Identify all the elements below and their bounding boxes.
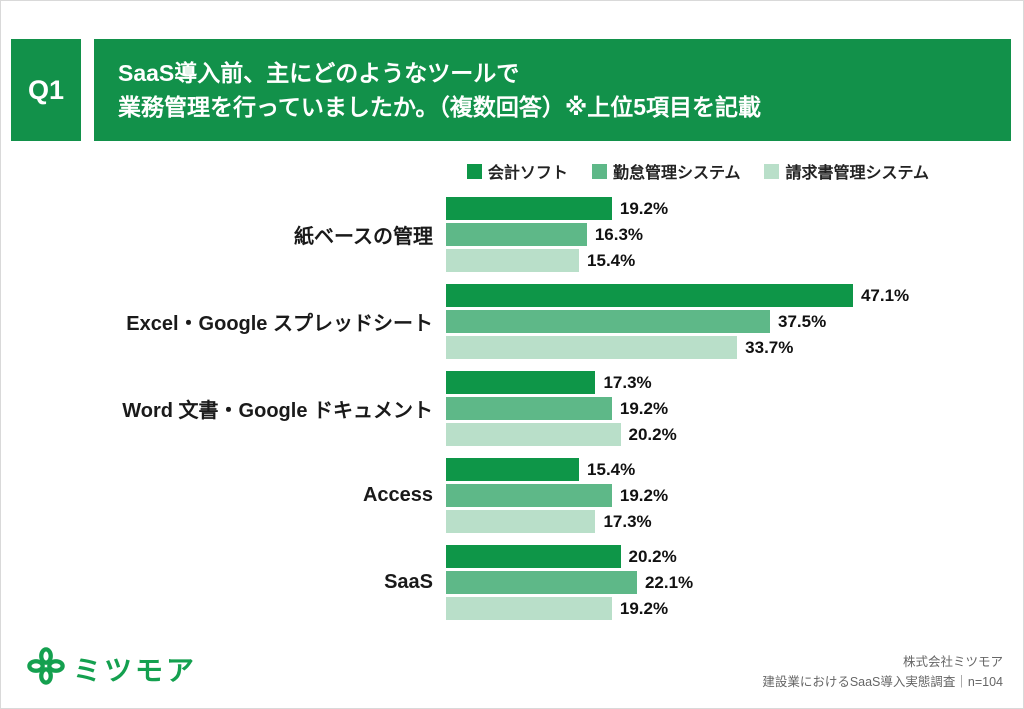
- bar: [446, 197, 612, 220]
- bar: [446, 223, 587, 246]
- bar-chart: 紙ベースの管理 19.2% 16.3% 15.4% Excel・Google スプレッド…: [1, 197, 1023, 620]
- bar-line: 20.2%: [446, 545, 693, 568]
- legend-swatch-icon: [466, 163, 482, 179]
- legend-label: 請求書管理システム: [785, 165, 929, 182]
- header: Q1 SaaS導入前、主にどのようなツールで 業務管理を行っていましたか。（複数…: [11, 39, 1011, 141]
- bar: [446, 458, 580, 481]
- bar-line: 16.3%: [446, 223, 668, 246]
- bar-line: 19.2%: [446, 484, 668, 507]
- clover-flower-icon: [27, 647, 65, 690]
- legend-label: 会計ソフト: [487, 165, 568, 182]
- chart-row: Excel・Google スプレッドシート 47.1% 37.5% 33.7%: [1, 284, 1023, 359]
- value-label: 20.2%: [628, 546, 677, 566]
- value-label: 37.5%: [778, 311, 827, 331]
- footer-company: 株式会社ミツモア: [902, 655, 1003, 669]
- bar-group: 17.3% 19.2% 20.2%: [446, 371, 677, 446]
- value-label: 15.4%: [587, 250, 636, 270]
- bar-line: 37.5%: [446, 310, 909, 333]
- chart-row: 紙ベースの管理 19.2% 16.3% 15.4%: [1, 197, 1023, 272]
- bar-line: 15.4%: [446, 458, 668, 481]
- question-title-line1: SaaS導入前、主にどのようなツールで: [118, 59, 520, 86]
- bar: [446, 336, 738, 359]
- bar: [446, 310, 770, 333]
- legend-item: 請求書管理システム: [764, 159, 929, 183]
- value-label: 47.1%: [860, 285, 910, 305]
- bar: [446, 571, 637, 594]
- bar-line: 19.2%: [446, 397, 677, 420]
- category-label: Excel・Google スプレッドシート: [126, 313, 433, 335]
- category-label: Word 文書・Google ドキュメント: [122, 400, 433, 422]
- value-label: 33.7%: [745, 337, 794, 357]
- category-label: Access: [362, 484, 433, 506]
- chart-row: SaaS 20.2% 22.1% 19.2%: [1, 545, 1023, 620]
- bar: [446, 597, 612, 620]
- category-label: SaaS: [384, 571, 433, 593]
- bar-line: 47.1%: [446, 284, 909, 307]
- chart-legend: 会計ソフト 勤怠管理システム 請求書管理システム: [1, 159, 929, 183]
- bar-line: 20.2%: [446, 423, 677, 446]
- bar-group: 20.2% 22.1% 19.2%: [446, 545, 693, 620]
- value-label: 19.2%: [619, 198, 669, 218]
- value-label: 17.3%: [603, 511, 652, 531]
- bar-line: 15.4%: [446, 249, 668, 272]
- footer-survey-note: 建設業におけるSaaS導入実態調査｜n=104: [762, 675, 1003, 689]
- category-label: 紙ベースの管理: [294, 226, 433, 248]
- bar: [446, 510, 596, 533]
- bar: [446, 397, 612, 420]
- bar-line: 33.7%: [446, 336, 909, 359]
- value-label: 19.2%: [619, 598, 669, 618]
- bar-line: 19.2%: [446, 597, 693, 620]
- bar: [446, 249, 580, 272]
- value-label: 22.1%: [644, 572, 694, 592]
- legend-label: 勤怠管理システム: [612, 165, 741, 182]
- bar-group: 15.4% 19.2% 17.3%: [446, 458, 668, 533]
- bar-line: 22.1%: [446, 571, 693, 594]
- brand-logo: ミツモア: [27, 647, 197, 690]
- chart-row: Access 15.4% 19.2% 17.3%: [1, 458, 1023, 533]
- value-label: 17.3%: [603, 372, 652, 392]
- question-title-banner: SaaS導入前、主にどのようなツールで 業務管理を行っていましたか。（複数回答）…: [94, 39, 1011, 141]
- value-label: 16.3%: [594, 224, 644, 244]
- bar: [446, 284, 853, 307]
- bar-line: 17.3%: [446, 371, 677, 394]
- bar: [446, 371, 596, 394]
- legend-item: 勤怠管理システム: [591, 159, 741, 183]
- bar: [446, 545, 621, 568]
- legend-swatch-icon: [764, 163, 780, 179]
- value-label: 19.2%: [619, 398, 669, 418]
- value-label: 20.2%: [628, 424, 677, 444]
- value-label: 15.4%: [587, 459, 636, 479]
- bar: [446, 484, 612, 507]
- bar-group: 47.1% 37.5% 33.7%: [446, 284, 909, 359]
- chart-row: Word 文書・Google ドキュメント 17.3% 19.2% 20.2%: [1, 371, 1023, 446]
- value-label: 19.2%: [619, 485, 669, 505]
- legend-swatch-icon: [591, 163, 607, 179]
- bar: [446, 423, 621, 446]
- legend-item: 会計ソフト: [466, 159, 568, 183]
- question-number-badge: Q1: [11, 39, 81, 141]
- brand-logo-text: ミツモア: [73, 654, 198, 686]
- bar-line: 19.2%: [446, 197, 668, 220]
- question-title-line2: 業務管理を行っていましたか。（複数回答）※上位5項目を記載: [118, 94, 762, 120]
- bar-group: 19.2% 16.3% 15.4%: [446, 197, 668, 272]
- bar-line: 17.3%: [446, 510, 668, 533]
- footer-credits: 株式会社ミツモア 建設業におけるSaaS導入実態調査｜n=104: [762, 652, 1003, 692]
